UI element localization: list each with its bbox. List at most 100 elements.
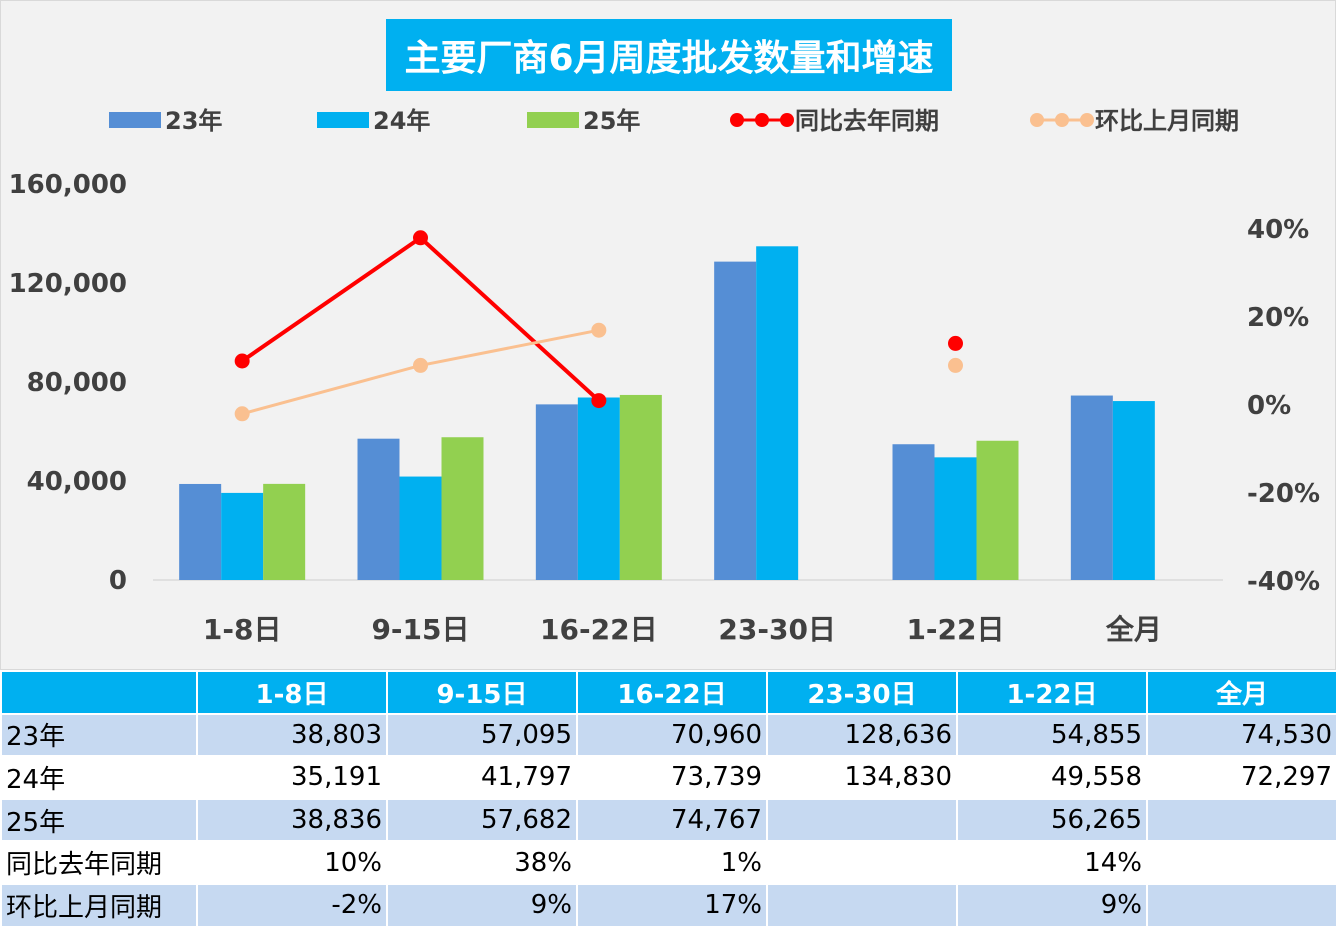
table-cell [1146, 882, 1336, 928]
table-header-cell [0, 670, 198, 715]
table-cell [1146, 797, 1336, 843]
legend-swatch [1055, 113, 1069, 127]
table-cell [766, 882, 958, 928]
table-cell: 9% [386, 882, 578, 928]
bar-24年 [221, 492, 264, 580]
point-环比上月同期 [413, 357, 428, 373]
point-环比上月同期 [591, 322, 607, 338]
table-header-cell: 9-15日 [386, 670, 578, 715]
legend-swatch [1030, 113, 1044, 127]
table-cell: 1% [576, 840, 768, 885]
table-cell: 14% [956, 840, 1148, 885]
table-cell: -2% [196, 882, 388, 928]
line-同比去年同期 [241, 235, 601, 403]
bar-23年 [714, 261, 757, 580]
table-cell: 72,297 [1146, 755, 1336, 800]
table-row: 25年 38,836 57,682 74,767 56,265 [0, 797, 1336, 843]
chart-title: 主要厂商6月周度批发数量和增速 [404, 38, 934, 79]
table-header-cell: 1-8日 [196, 670, 388, 715]
bar-24年 [1112, 401, 1155, 580]
point-同比去年同期 [591, 393, 607, 409]
x-tick-label: 9-15日 [371, 613, 469, 646]
bar-25年 [619, 394, 662, 580]
y-right-tick-label: 20% [1247, 303, 1309, 333]
table-header-cell: 1-22日 [956, 670, 1148, 715]
legend-label: 同比去年同期 [795, 107, 939, 135]
table-row-label: 同比去年同期 [0, 840, 198, 885]
table-row: 同比去年同期 10% 38% 1% 14% [0, 840, 1336, 885]
point-环比上月同期 [234, 406, 250, 422]
legend-label: 环比上月同期 [1095, 107, 1239, 135]
table-cell: 74,530 [1146, 712, 1336, 758]
y-left-tick-label: 40,000 [27, 467, 127, 497]
legend-swatch [317, 112, 369, 128]
table-header-cell: 23-30日 [766, 670, 958, 715]
table-cell: 73,739 [576, 755, 768, 800]
table-cell: 38% [386, 840, 578, 885]
table-row-label: 23年 [0, 712, 198, 758]
bar-25年 [263, 483, 306, 580]
table-header-cell: 全月 [1146, 670, 1336, 715]
table-cell: 74,767 [576, 797, 768, 843]
table-cell: 35,191 [196, 755, 388, 800]
legend-swatch [109, 112, 161, 128]
table-cell: 57,682 [386, 797, 578, 843]
data-table: 1-8日 9-15日 16-22日 23-30日 1-22日 全月 23年 38… [0, 670, 1336, 928]
table-cell: 128,636 [766, 712, 958, 758]
table-cell: 38,803 [196, 712, 388, 758]
legend-swatch [730, 113, 744, 127]
table-row-label: 24年 [0, 755, 198, 800]
y-left-tick-label: 120,000 [9, 269, 127, 299]
legend-label: 25年 [583, 107, 640, 135]
bar-24年 [577, 397, 620, 580]
bar-25年 [441, 437, 484, 580]
point-同比去年同期 [948, 335, 963, 351]
legend-swatch [755, 113, 769, 127]
legend-swatch [780, 113, 794, 127]
y-right-tick-label: 0% [1247, 391, 1291, 421]
point-环比上月同期 [948, 357, 963, 373]
bar-23年 [357, 438, 400, 580]
y-right-tick-label: 40% [1247, 215, 1309, 245]
table-cell: 10% [196, 840, 388, 885]
table-row: 24年 35,191 41,797 73,739 134,830 49,558 … [0, 755, 1336, 800]
y-left-tick-label: 0 [109, 566, 127, 596]
x-tick-label: 全月 [1105, 613, 1162, 646]
chart-panel: 0 40,000 80,000 120,000 160,000 -40% -20% 0% 20%… [0, 0, 1336, 670]
x-tick-label: 1-8日 [203, 613, 282, 646]
point-同比去年同期 [234, 353, 250, 369]
table-row: 23年 38,803 57,095 70,960 128,636 54,855 … [0, 712, 1336, 758]
table-row-label: 环比上月同期 [0, 882, 198, 928]
legend-label: 24年 [373, 107, 430, 135]
table-cell [1146, 840, 1336, 885]
bar-23年 [179, 483, 222, 580]
table-header-row: 1-8日 9-15日 16-22日 23-30日 1-22日 全月 [0, 670, 1336, 715]
table-cell: 49,558 [956, 755, 1148, 800]
bar-23年 [1070, 395, 1113, 580]
table-row: 环比上月同期 -2% 9% 17% 9% [0, 882, 1336, 928]
table-cell: 54,855 [956, 712, 1148, 758]
table-cell [766, 840, 958, 885]
x-tick-label: 16-22日 [540, 613, 658, 646]
y-left-tick-label: 80,000 [27, 368, 127, 398]
point-同比去年同期 [413, 230, 428, 246]
table-cell [766, 797, 958, 843]
y-left-tick-label: 160,000 [9, 170, 127, 200]
legend-label: 23年 [165, 107, 222, 135]
y-right-tick-label: -20% [1247, 479, 1320, 509]
bar-25年 [976, 440, 1019, 580]
table-header-cell: 16-22日 [576, 670, 768, 715]
table-cell: 38,836 [196, 797, 388, 843]
table-cell: 9% [956, 882, 1148, 928]
legend-swatch [1080, 113, 1094, 127]
table-cell: 57,095 [386, 712, 578, 758]
x-tick-label: 1-22日 [906, 613, 1004, 646]
chart-title-box: 主要厂商6月周度批发数量和增速 [386, 19, 952, 91]
legend-swatch [527, 112, 579, 128]
chart-canvas: 0 40,000 80,000 120,000 160,000 -40% -20% 0% 20%… [9, 107, 1320, 646]
bar-23年 [535, 404, 578, 580]
bar-24年 [934, 457, 977, 580]
y-right-tick-label: -40% [1247, 567, 1320, 597]
bar-23年 [892, 444, 935, 580]
table-cell: 134,830 [766, 755, 958, 800]
